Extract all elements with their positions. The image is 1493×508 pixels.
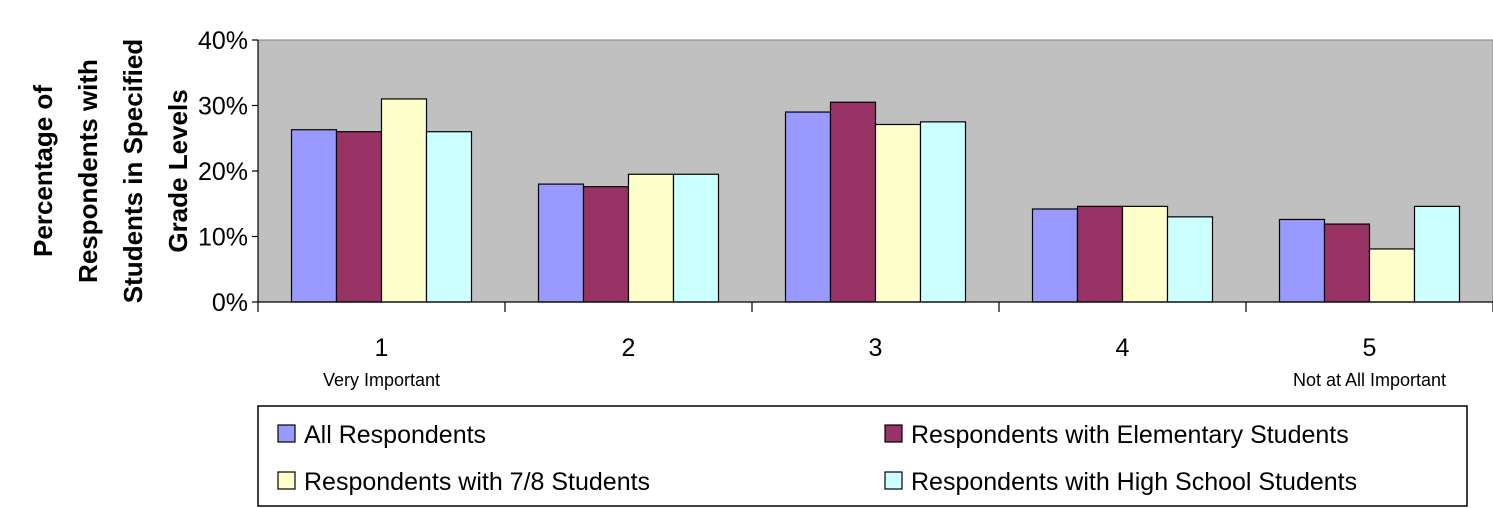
bar xyxy=(1413,205,1461,303)
bar xyxy=(829,101,877,303)
bar xyxy=(919,121,967,303)
bar xyxy=(380,98,428,303)
bar xyxy=(1166,216,1214,303)
y-tick-label: 30% xyxy=(198,93,248,121)
legend-swatch xyxy=(884,424,903,443)
y-axis-title-line: Respondents with xyxy=(73,59,103,283)
bar xyxy=(627,173,675,303)
bar xyxy=(874,123,922,303)
legend-frame xyxy=(257,405,1468,507)
bar xyxy=(335,131,383,303)
bar xyxy=(582,186,630,303)
x-tick-label: 5 xyxy=(1363,334,1377,362)
legend-swatch xyxy=(884,471,903,490)
bar xyxy=(672,173,720,303)
bar xyxy=(537,183,585,303)
y-axis-title-line: Students in Specified xyxy=(118,39,148,303)
bar xyxy=(1368,248,1416,303)
y-tick-label: 0% xyxy=(212,289,248,317)
bar xyxy=(1121,205,1169,303)
y-axis-title-line: Grade Levels xyxy=(163,89,193,252)
legend-swatch xyxy=(277,471,296,490)
x-tick-sublabel: Very Important xyxy=(323,370,440,390)
x-axis: 1 Very Important 2 3 4 5 Not at All Important xyxy=(257,301,1493,390)
legend-entry: Respondents with 7/8 Students xyxy=(304,468,650,496)
legend-entry: Respondents with High School Students xyxy=(911,468,1357,496)
bar xyxy=(1323,223,1371,303)
x-tick-label: 2 xyxy=(622,334,636,362)
bar xyxy=(784,111,832,303)
bar xyxy=(425,131,473,303)
legend: All Respondents Respondents with Elementa… xyxy=(257,405,1468,507)
y-axis-title-line: Percentage of xyxy=(28,85,58,257)
x-tick-label: 3 xyxy=(869,334,883,362)
bar xyxy=(290,129,338,303)
legend-swatch xyxy=(277,424,296,443)
bar xyxy=(1031,208,1079,303)
bar xyxy=(1076,205,1124,303)
legend-entry: Respondents with Elementary Students xyxy=(911,421,1349,449)
x-tick-sublabel: Not at All Important xyxy=(1293,370,1446,390)
x-tick-label: 4 xyxy=(1116,334,1130,362)
y-tick-label: 40% xyxy=(198,27,248,55)
bar xyxy=(1278,218,1326,303)
y-axis-title: Percentage of Respondents with Students in… xyxy=(28,39,193,303)
x-tick-label: 1 xyxy=(375,334,389,362)
y-tick-label: 20% xyxy=(198,158,248,186)
y-tick-label: 10% xyxy=(198,224,248,252)
legend-entry: All Respondents xyxy=(304,421,486,449)
y-axis: 0% 10% 20% 30% 40% xyxy=(198,27,259,317)
